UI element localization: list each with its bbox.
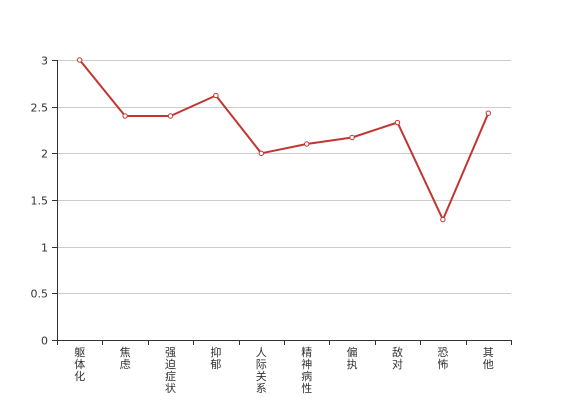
- x-tick-label: 焦虑: [120, 346, 131, 371]
- x-tick-label: 抑郁: [210, 345, 221, 371]
- data-point[interactable]: [349, 134, 355, 141]
- data-point[interactable]: [167, 113, 174, 119]
- data-point[interactable]: [258, 150, 264, 157]
- y-tick-label: 2: [41, 148, 48, 161]
- x-tick-label: 偏执: [347, 345, 358, 371]
- x-tick-label: 精神病性: [301, 346, 312, 395]
- x-axis: 躯体化 焦虑 强迫症状 抑郁 人际关系 精神病性 偏执 敌对 恐怖 其他: [57, 340, 512, 395]
- y-tick-label: 1: [41, 242, 48, 255]
- x-tick-label: 躯体化: [74, 346, 85, 383]
- data-point[interactable]: [394, 119, 401, 126]
- data-point[interactable]: [304, 141, 310, 147]
- y-tick-label: 3: [41, 55, 48, 68]
- grid-lines: [57, 60, 511, 294]
- series-line: [78, 59, 490, 221]
- y-tick-label: 0: [41, 335, 48, 348]
- x-tick-label: 其他: [483, 346, 494, 371]
- data-point[interactable]: [122, 113, 128, 119]
- x-tick-label: 敌对: [392, 345, 403, 371]
- data-point[interactable]: [213, 92, 219, 99]
- x-tick-label: 强迫症状: [165, 346, 176, 395]
- series-group: [77, 57, 491, 223]
- y-tick-label: 2.5: [31, 102, 49, 115]
- data-point[interactable]: [440, 216, 446, 223]
- y-axis: 0 0.5 1 1.5 2 2.5 3: [31, 55, 58, 348]
- x-tick-label: 人际关系: [256, 346, 267, 395]
- y-tick-label: 0.5: [31, 288, 49, 301]
- x-tick-label: 恐怖: [437, 346, 448, 371]
- data-point[interactable]: [485, 110, 491, 116]
- data-point[interactable]: [77, 57, 83, 63]
- y-tick-label: 1.5: [31, 195, 49, 208]
